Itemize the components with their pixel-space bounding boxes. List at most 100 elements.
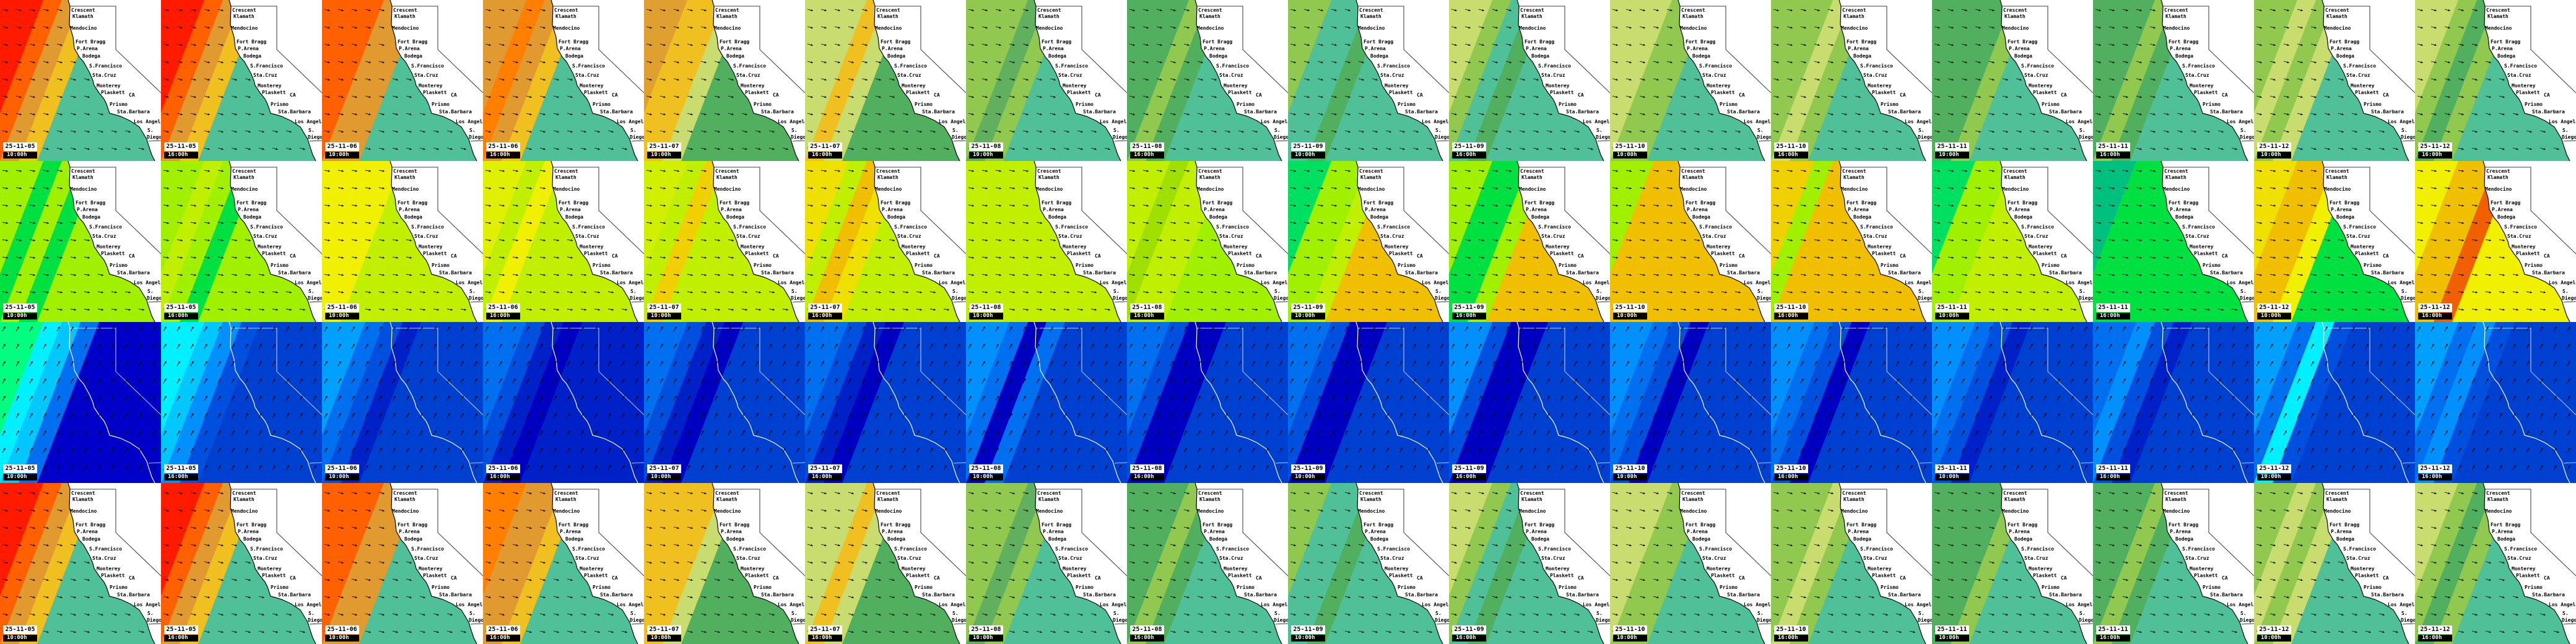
arrow-head-icon xyxy=(341,113,344,116)
map-tile-period[interactable]: Crescent Klamath Mendocino Fort Bragg P.Aren… xyxy=(161,161,322,322)
arrow-head-icon xyxy=(1040,130,1042,133)
place-label: Klamath xyxy=(2004,14,2026,19)
arrow-head-icon xyxy=(2273,291,2276,294)
arrow-head-icon xyxy=(1684,222,1686,224)
map-tile-period[interactable]: Crescent Klamath Mendocino Fort Bragg P.Aren… xyxy=(2254,161,2415,322)
arrow-head-icon xyxy=(972,26,974,29)
arrow-head-icon xyxy=(221,308,224,311)
arrow-head-icon xyxy=(2448,113,2450,116)
arrow-head-icon xyxy=(1228,291,1230,294)
map-tile-period[interactable]: Crescent Klamath Mendocino Fort Bragg P.Aren… xyxy=(1771,161,1932,322)
arrow-head-icon xyxy=(382,78,385,81)
map-tile-period[interactable]: Crescent Klamath Mendocino Fort Bragg P.Aren… xyxy=(1127,161,1288,322)
map-tile-wave[interactable]: Crescent Klamath Mendocino Fort Bragg P.Aren… xyxy=(2254,0,2415,161)
map-tile-period[interactable]: Crescent Klamath Mendocino Fort Bragg P.Aren… xyxy=(966,161,1127,322)
arrow-head-icon xyxy=(1348,78,1351,81)
map-tile-period[interactable]: Crescent Klamath Mendocino Fort Bragg P.Aren… xyxy=(1932,161,2093,322)
arrow-head-icon xyxy=(1430,147,1432,150)
arrow-head-icon xyxy=(1577,130,1580,133)
place-label: CA xyxy=(1578,253,1584,259)
place-label: Monterey xyxy=(419,83,443,89)
map-tile-wave[interactable]: Crescent Klamath Mendocino Fort Bragg P.Aren… xyxy=(1771,0,1932,161)
arrow-head-icon xyxy=(409,239,412,242)
arrow-head-icon xyxy=(1886,147,1888,150)
map-tile-wave[interactable]: Crescent Klamath Mendocino Fort Bragg P.Aren… xyxy=(161,0,322,161)
map-tile-wave[interactable]: Crescent Klamath Mendocino Fort Bragg P.Aren… xyxy=(1610,0,1771,161)
map-tile-wave[interactable]: Crescent Klamath Mendocino Fort Bragg P.Aren… xyxy=(1127,0,1288,161)
arrow-head-icon xyxy=(824,130,827,133)
arrow-head-icon xyxy=(2314,26,2317,29)
arrow-head-icon xyxy=(677,113,679,116)
time-label: 10:00h xyxy=(969,152,1003,159)
map-tile-wave[interactable]: Crescent Klamath Mendocino Fort Bragg P.Aren… xyxy=(1288,0,1449,161)
arrow-head-icon xyxy=(1026,170,1029,172)
arrow-head-icon xyxy=(1146,43,1149,46)
coastline xyxy=(1194,161,1282,322)
date-label: 25-11-07 xyxy=(647,303,681,312)
arrow-head-icon xyxy=(1684,95,1686,98)
map-tile-period[interactable]: Crescent Klamath Mendocino Fort Bragg P.Aren… xyxy=(2415,161,2576,322)
arrow-head-icon xyxy=(1992,308,1995,311)
map-tile-wave[interactable]: Crescent Klamath Mendocino Fort Bragg P.Aren… xyxy=(2093,0,2254,161)
place-label: Klamath xyxy=(2165,175,2187,180)
arrow-head-icon xyxy=(1804,170,1806,172)
arrow-head-icon xyxy=(1160,204,1162,207)
arrow-head-icon xyxy=(2139,170,2142,172)
map-tile-period[interactable]: Crescent Klamath Mendocino Fort Bragg P.Aren… xyxy=(1288,161,1449,322)
state-border xyxy=(392,167,483,255)
arrow-head-icon xyxy=(502,26,505,29)
map-tile-period[interactable]: Crescent Klamath Mendocino Fort Bragg P.Aren… xyxy=(483,161,644,322)
arrow-head-icon xyxy=(2355,308,2357,311)
map-tile-wave[interactable]: Crescent Klamath Mendocino Fort Bragg P.Aren… xyxy=(1449,0,1610,161)
place-label: Plaskett xyxy=(1067,90,1091,95)
map-tile-wave[interactable]: Crescent Klamath Mendocino Fort Bragg P.Aren… xyxy=(0,0,161,161)
map-tile-wave[interactable]: Crescent Klamath Mendocino Fort Bragg P.Aren… xyxy=(483,0,644,161)
arrow-head-icon xyxy=(985,113,988,116)
arrow-head-icon xyxy=(1187,130,1190,133)
place-label: Monterey xyxy=(419,244,443,250)
arrow-head-icon xyxy=(2300,61,2303,64)
arrow-head-icon xyxy=(1938,274,1940,276)
arrow-head-icon xyxy=(1012,204,1015,207)
place-label: Bodega xyxy=(565,214,583,220)
map-tile-wave[interactable]: Crescent Klamath Mendocino Fort Bragg P.Aren… xyxy=(644,0,805,161)
arrow-head-icon xyxy=(1495,204,1498,207)
map-tile-period[interactable]: Crescent Klamath Mendocino Fort Bragg P.Aren… xyxy=(644,161,805,322)
place-label: Fort Bragg xyxy=(2330,200,2359,206)
state-border xyxy=(70,167,161,255)
arrow-head-icon xyxy=(355,204,357,207)
arrow-head-icon xyxy=(1173,187,1176,189)
map-tile-wave[interactable]: Crescent Klamath Mendocino Fort Bragg P.Aren… xyxy=(1932,0,2093,161)
map-tile-period[interactable]: Crescent Klamath Mendocino Fort Bragg P.Aren… xyxy=(1610,161,1771,322)
arrow-head-icon xyxy=(2019,78,2022,81)
map-tile-wave[interactable]: Crescent Klamath Mendocino Fort Bragg P.Aren… xyxy=(2415,0,2576,161)
arrow-head-icon xyxy=(865,222,868,224)
map-tile-wave[interactable]: Crescent Klamath Mendocino Fort Bragg P.Aren… xyxy=(966,0,1127,161)
arrow-head-icon xyxy=(1577,291,1580,294)
map-tile-period[interactable]: Crescent Klamath Mendocino Fort Bragg P.Aren… xyxy=(805,161,966,322)
arrow-head-icon xyxy=(502,187,505,189)
arrow-head-icon xyxy=(33,95,35,98)
arrow-head-icon xyxy=(1375,113,1378,116)
arrow-head-icon xyxy=(1777,256,1779,259)
place-label: Plaskett xyxy=(2033,90,2057,95)
arrow-head-icon xyxy=(1831,78,1834,81)
arrow-head-icon xyxy=(19,43,22,46)
map-tile-period[interactable]: Crescent Klamath Mendocino Fort Bragg P.Aren… xyxy=(322,161,483,322)
arrow-head-icon xyxy=(2502,78,2505,81)
arrow-head-icon xyxy=(33,274,35,276)
map-tile-period[interactable]: Crescent Klamath Mendocino Fort Bragg P.Aren… xyxy=(1449,161,1610,322)
arrow-head-icon xyxy=(289,147,292,150)
map-tile-wave[interactable]: Crescent Klamath Mendocino Fort Bragg P.Aren… xyxy=(805,0,966,161)
map-tile-period[interactable]: Crescent Klamath Mendocino Fort Bragg P.Aren… xyxy=(0,161,161,322)
arrow-head-icon xyxy=(516,61,518,64)
map-tile-wave[interactable]: Crescent Klamath Mendocino Fort Bragg P.Aren… xyxy=(322,0,483,161)
arrow-head-icon xyxy=(824,256,827,259)
arrow-head-icon xyxy=(1053,147,1056,150)
place-label: Klamath xyxy=(2326,14,2348,19)
coastline xyxy=(1516,0,1604,161)
map-tile-period[interactable]: Crescent Klamath Mendocino Fort Bragg P.Aren… xyxy=(2093,161,2254,322)
